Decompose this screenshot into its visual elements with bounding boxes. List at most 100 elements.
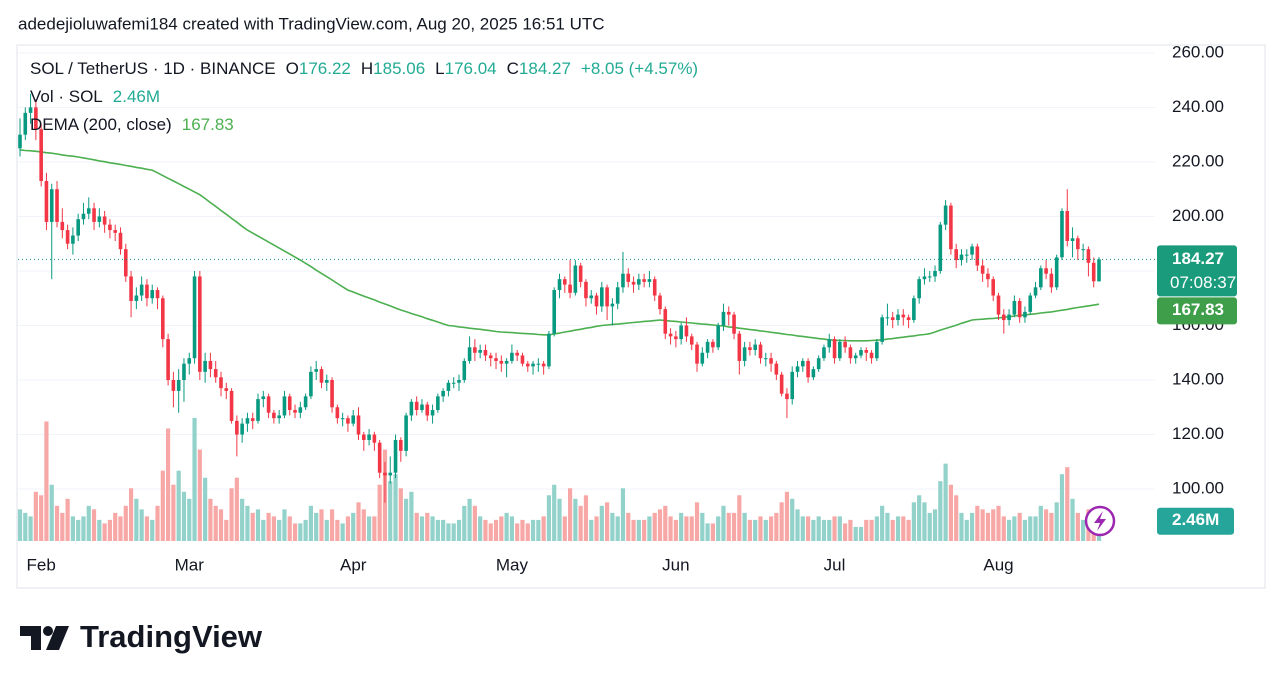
candle-body: [198, 276, 202, 372]
volume-bar: [404, 498, 409, 541]
volume-bar: [203, 477, 208, 541]
logo-slash: [46, 626, 69, 650]
volume-bar: [647, 516, 652, 541]
candle-body: [742, 347, 747, 361]
candle-body: [525, 363, 530, 367]
candle-body: [626, 273, 631, 282]
candle-body: [118, 232, 123, 250]
x-tick-label: Jun: [662, 555, 689, 574]
volume-bar: [351, 512, 356, 541]
volume-bar: [224, 519, 229, 541]
volume-bar: [218, 509, 224, 541]
candle-body: [155, 290, 160, 299]
candle-body: [1023, 311, 1027, 318]
volume-bar: [567, 488, 573, 541]
volume-bar: [895, 516, 901, 541]
volume-bar: [192, 417, 197, 541]
x-tick-label: Aug: [983, 555, 1013, 574]
candle-body: [631, 281, 636, 285]
candle-body: [319, 369, 324, 383]
volume-bar: [1054, 502, 1059, 541]
volume-bar: [187, 498, 192, 541]
candle-body: [361, 434, 366, 440]
volume-bar: [441, 519, 446, 541]
close-label: C: [507, 59, 519, 78]
candle-body: [890, 317, 895, 321]
volume-bar: [1006, 519, 1012, 541]
volume-bar: [229, 488, 234, 541]
candle-body: [964, 254, 969, 256]
candle-body: [298, 407, 303, 413]
candle-body: [145, 284, 149, 299]
volume-bar: [197, 449, 202, 541]
volume-bar: [980, 509, 985, 541]
volume-bar: [763, 519, 768, 541]
candle-body: [409, 401, 414, 416]
volume-bar: [663, 505, 668, 541]
candle-body: [86, 208, 91, 214]
volume-bar: [28, 516, 33, 541]
volume-bar: [890, 519, 895, 541]
candle-body: [1054, 257, 1059, 288]
x-tick-label: May: [496, 555, 529, 574]
candle-body: [499, 360, 504, 364]
candle-body: [1091, 262, 1096, 282]
candle-body: [430, 409, 435, 416]
volume-bar: [880, 505, 885, 541]
volume-bar: [245, 505, 250, 541]
volume-bar: [652, 512, 657, 541]
volume-bar: [493, 519, 499, 541]
volume-bar: [97, 519, 102, 541]
volume-bar: [377, 484, 382, 541]
volume-bar: [1012, 516, 1017, 541]
candle-body: [187, 358, 192, 364]
candle-body: [774, 363, 779, 375]
volume-bar: [1038, 505, 1043, 541]
candle-body: [39, 129, 43, 182]
candle-body: [568, 284, 572, 293]
candle-body: [700, 352, 705, 364]
volume-bar: [1017, 512, 1022, 541]
candle-body: [880, 317, 884, 342]
volume-bar: [345, 516, 351, 541]
candle-body: [573, 265, 578, 293]
brand-logo: TradingView: [20, 619, 263, 654]
candle-body: [769, 358, 773, 364]
volume-bar: [594, 516, 599, 541]
close-value: 184.27: [519, 59, 571, 78]
candle-body: [383, 472, 387, 476]
volume-bar: [118, 516, 123, 541]
volume-bar: [107, 519, 113, 541]
candle-body: [1086, 249, 1091, 263]
candle-body: [637, 279, 641, 285]
candle-body: [901, 314, 906, 318]
volume-bar: [922, 502, 927, 541]
volume-bar: [234, 477, 239, 541]
candle-body: [515, 352, 519, 356]
x-tick-label: Apr: [340, 555, 367, 574]
volume-bar: [54, 505, 60, 541]
candle-body: [240, 423, 244, 435]
candle-body: [1039, 268, 1043, 288]
volume-bar: [488, 523, 493, 541]
volume-bar: [975, 505, 980, 541]
candle-body: [689, 336, 694, 345]
volume-bar: [398, 488, 403, 541]
volume-bar: [938, 481, 943, 541]
volume-bar: [969, 512, 975, 541]
alert-bolt[interactable]: [1094, 511, 1106, 531]
candle-body: [102, 216, 107, 225]
volume-bar: [1028, 516, 1033, 541]
y-tick-label: 100.00: [1172, 479, 1224, 498]
candle-body: [441, 390, 445, 397]
candle-body: [166, 339, 170, 381]
volume-bar: [65, 498, 70, 541]
candle-body: [235, 420, 239, 435]
candle-body: [986, 273, 990, 280]
candle-body: [488, 355, 493, 359]
volume-bar: [255, 509, 261, 541]
candle-body: [139, 284, 144, 296]
candle-body: [848, 347, 853, 359]
alert-icon[interactable]: [1084, 505, 1116, 537]
candle-body: [853, 355, 858, 359]
